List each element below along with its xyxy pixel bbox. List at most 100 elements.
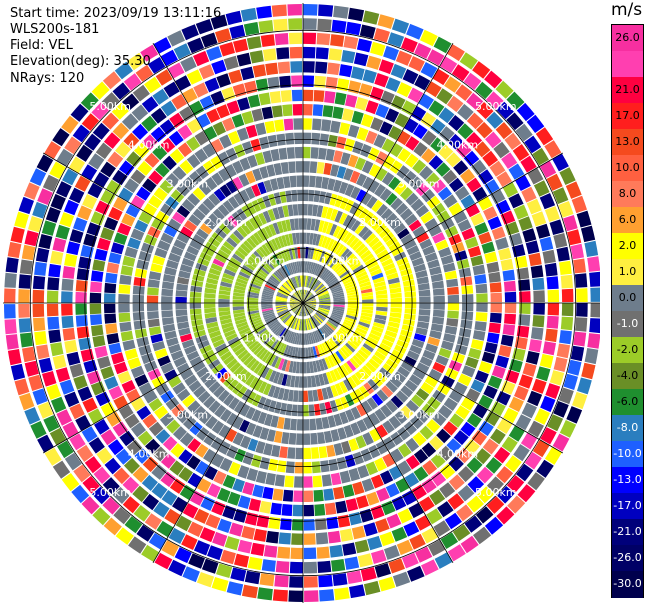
range-bin — [77, 205, 92, 221]
range-bin — [361, 229, 373, 241]
range-bin — [119, 274, 132, 285]
range-bin — [330, 34, 345, 47]
range-bin — [357, 553, 373, 568]
range-bin — [208, 400, 221, 414]
range-bin — [348, 7, 365, 22]
colorbar-tick-label: 6.0 — [618, 213, 637, 226]
range-bin — [295, 161, 303, 173]
range-bin — [451, 64, 470, 82]
range-bin — [271, 238, 279, 251]
range-bin — [275, 300, 287, 303]
range-bin — [398, 262, 411, 272]
range-bin — [383, 334, 396, 343]
range-bin — [536, 459, 554, 478]
range-bin — [261, 106, 273, 120]
range-bin — [248, 498, 261, 512]
range-bin — [32, 289, 45, 303]
range-bin — [360, 315, 372, 321]
range-bin — [159, 179, 174, 194]
range-bin — [211, 500, 226, 516]
range-bin — [394, 113, 409, 128]
range-bin — [162, 274, 176, 283]
range-bin — [491, 365, 506, 379]
range-bin — [372, 322, 385, 329]
range-bin — [357, 349, 369, 360]
range-bin — [286, 316, 295, 327]
range-bin — [94, 248, 108, 261]
range-bin — [261, 307, 274, 312]
range-bin — [105, 272, 118, 284]
range-bin — [142, 413, 158, 429]
range-bin — [315, 284, 325, 293]
range-bin — [483, 206, 498, 221]
range-bin — [356, 127, 369, 141]
range-bin — [325, 222, 334, 235]
range-bin — [358, 368, 370, 380]
range-bin — [124, 413, 140, 429]
range-bin — [256, 5, 272, 19]
range-bin — [88, 153, 105, 170]
range-bin — [303, 504, 315, 517]
range-bin — [321, 251, 329, 263]
colorbar-segment — [612, 207, 643, 234]
range-bin — [343, 321, 355, 329]
range-bin — [262, 311, 274, 316]
range-bin — [41, 220, 57, 236]
range-bin — [318, 4, 334, 17]
range-bin — [318, 294, 330, 299]
range-bin — [526, 114, 545, 133]
range-bin — [466, 413, 482, 428]
range-bin — [360, 143, 372, 158]
range-bin — [361, 306, 374, 311]
range-bin — [336, 166, 347, 179]
range-bin — [203, 126, 218, 141]
range-bin — [267, 209, 276, 222]
range-bin — [226, 445, 239, 459]
range-bin — [321, 206, 329, 219]
range-bin — [96, 447, 113, 465]
range-bin — [401, 37, 418, 53]
range-bin — [176, 283, 189, 291]
range-bin — [318, 147, 327, 160]
range-bin — [403, 521, 420, 537]
range-bin — [304, 304, 312, 314]
range-bin — [134, 268, 148, 279]
range-bin — [150, 126, 167, 143]
range-bin — [219, 184, 232, 198]
range-bin — [261, 304, 273, 308]
range-bin — [92, 507, 111, 526]
range-bin — [374, 285, 387, 292]
range-bin — [389, 312, 402, 319]
range-bin — [268, 319, 279, 328]
range-bin — [415, 409, 430, 424]
range-bin — [277, 387, 285, 400]
range-bin — [245, 374, 256, 386]
range-bin — [176, 315, 189, 323]
range-bin — [544, 140, 562, 159]
range-ring-label: 2.00km — [359, 370, 401, 383]
range-bin — [282, 388, 290, 401]
range-bin — [73, 375, 88, 390]
range-bin — [83, 233, 98, 247]
range-bin — [514, 385, 529, 401]
range-bin — [177, 142, 193, 158]
range-bin — [460, 421, 476, 437]
range-bin — [288, 161, 296, 174]
range-bin — [325, 254, 334, 266]
range-bin — [106, 262, 120, 274]
range-bin — [258, 349, 269, 360]
range-bin — [23, 182, 40, 200]
range-bin — [350, 66, 365, 81]
range-bin — [307, 332, 312, 345]
range-bin — [355, 97, 369, 111]
range-bin — [277, 460, 287, 473]
range-bin — [417, 315, 430, 323]
range-bin — [274, 33, 289, 46]
range-bin — [294, 304, 302, 314]
range-bin — [303, 61, 315, 73]
range-bin — [319, 250, 326, 262]
range-bin — [516, 463, 534, 482]
range-bin — [349, 202, 360, 215]
range-bin — [87, 408, 104, 424]
range-bin — [81, 496, 100, 515]
